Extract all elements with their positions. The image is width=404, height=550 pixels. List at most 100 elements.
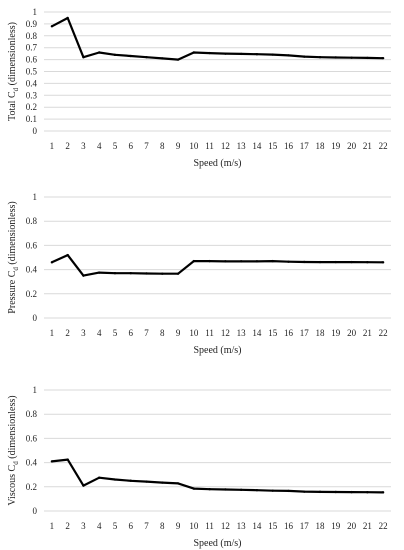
x-tick-label: 13 [237,328,247,338]
data-point [50,25,54,28]
x-tick-label: 12 [221,521,230,531]
data-point [381,491,385,494]
x-tick-label: 19 [331,328,341,338]
x-tick-label: 6 [129,521,134,531]
data-point [334,260,337,264]
x-tick-label: 17 [300,328,310,338]
y-tick-label: 0.6 [26,55,38,65]
y-axis-label-prefix: Total C [7,91,18,121]
x-tick-label: 16 [284,521,294,531]
y-axis-label: Viscous Cd (dimensionless) [7,395,20,505]
x-tick-label: 9 [176,328,181,338]
data-point [381,56,385,60]
data-point [366,261,369,264]
y-tick-label: 0.2 [26,289,37,299]
data-point [145,480,148,483]
data-point [192,259,196,263]
x-tick-label: 1 [50,521,55,531]
data-point [176,482,180,485]
y-tick-label: 0.3 [26,90,38,100]
y-axis-label-prefix: Pressure C [7,270,18,313]
x-tick-label: 3 [81,328,86,338]
x-tick-label: 6 [129,328,134,338]
data-point [303,55,306,58]
data-point [366,491,369,494]
data-point [287,54,290,57]
data-point [239,52,243,56]
chart-panel-2: 00.20.40.60.811 2 3 4 5 6 7 8 9 10 11 12 13 14 15 16 17 1… [7,192,391,356]
data-point [113,478,117,481]
data-point [224,52,227,55]
data-point [350,260,353,264]
data-point [255,53,259,56]
data-point [366,56,369,60]
x-tick-label: 14 [252,328,262,338]
x-tick-label: 7 [144,141,149,151]
x-tick-label: 22 [379,328,388,338]
x-tick-label: 1 [50,141,55,151]
y-tick-label: 0.9 [26,19,38,29]
x-tick-label: 18 [316,521,326,531]
x-axis-label: Speed (m/s) [193,345,241,356]
y-axis-label: Pressure Cd (dimensionless) [7,201,20,313]
x-tick-label: 8 [160,521,165,531]
data-point [239,488,243,492]
data-point [318,260,322,264]
x-tick-label: 4 [97,521,102,531]
x-tick-label: 12 [221,328,230,338]
y-tick-label: 1 [33,192,38,202]
x-tick-label: 20 [347,521,357,531]
x-tick-label: 16 [284,328,294,338]
data-point [176,58,180,61]
x-tick-label: 7 [144,521,149,531]
x-tick-label: 3 [81,521,86,531]
y-axis-label-suffix: (dimensionless) [7,395,18,461]
x-tick-label: 2 [65,141,70,151]
data-point [113,53,117,57]
data-point [303,490,306,493]
data-point [334,490,337,494]
y-tick-label: 0 [33,126,38,136]
data-point [66,458,69,461]
data-point [287,489,290,493]
y-tick-label: 0.2 [26,482,37,492]
data-point [208,259,211,263]
x-tick-label: 17 [300,521,310,531]
data-point [192,51,196,54]
data-point [66,253,69,257]
x-tick-label: 5 [113,521,118,531]
x-tick-label: 12 [221,141,230,151]
data-point [208,488,211,491]
y-tick-label: 0 [33,313,38,323]
series-line [51,16,384,61]
y-tick-label: 0.6 [26,433,38,443]
data-point [239,260,243,263]
x-tick-label: 7 [144,328,149,338]
data-point [98,271,101,274]
data-point [50,261,54,264]
y-tick-label: 1 [33,7,38,17]
x-tick-label: 4 [97,141,102,151]
data-point [192,487,196,490]
y-tick-label: 0.7 [26,43,38,53]
data-point [350,56,353,59]
data-point [113,272,117,275]
x-tick-label: 18 [316,328,326,338]
x-tick-label: 14 [252,521,262,531]
series-line [51,254,384,277]
data-point [129,479,132,482]
data-point [50,460,54,463]
x-tick-label: 3 [81,141,86,151]
x-tick-label: 11 [205,141,214,151]
y-axis-label-subscript: d [12,461,20,465]
x-tick-label: 5 [113,328,118,338]
data-point [287,260,290,263]
x-axis-label: Speed (m/s) [193,158,241,169]
x-tick-label: 10 [189,521,199,531]
data-point [271,259,274,263]
x-tick-label: 17 [300,141,310,151]
x-tick-label: 22 [379,521,388,531]
y-tick-label: 0.4 [26,265,38,275]
y-tick-label: 0.8 [26,31,38,41]
